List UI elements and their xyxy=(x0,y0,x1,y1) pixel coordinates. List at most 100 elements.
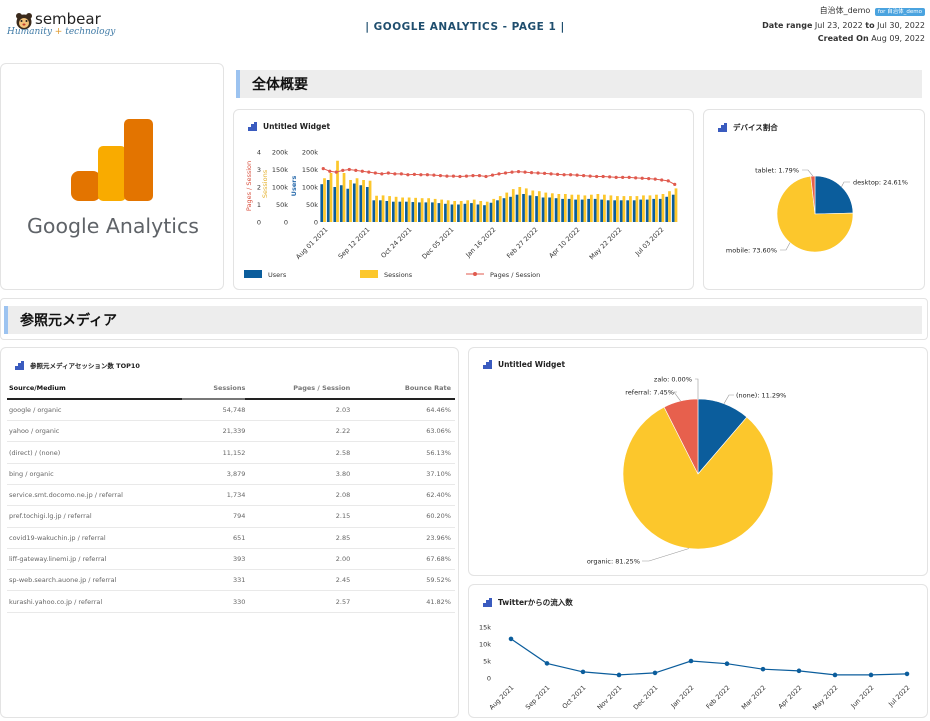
table-row[interactable]: covid19-wakuchin.jp / referral 651 2.85 23.… xyxy=(7,527,455,549)
pages-session-point xyxy=(406,173,410,177)
pages-session-point xyxy=(614,175,618,179)
cell-bounce-rate: 60.20% xyxy=(352,505,455,528)
sessions-bar xyxy=(544,192,548,222)
table-row[interactable]: liff-gateway.linemi.jp / referral 393 2.00… xyxy=(7,548,455,571)
pages-session-point xyxy=(458,174,462,179)
sessions-bar xyxy=(590,194,593,222)
sessions-bar xyxy=(498,196,502,222)
sessions-bar xyxy=(596,194,600,222)
table-row[interactable]: kurashi.yahoo.co.jp / referral 330 2.57 41.… xyxy=(7,590,455,613)
sessions-bar xyxy=(433,198,437,222)
x-tick-label: Sep 12 2021 xyxy=(337,226,372,261)
pages-session-point xyxy=(432,173,436,177)
x-tick-label: Nov 2021 xyxy=(596,684,624,712)
table-row[interactable]: yahoo / organic 21,339 2.22 63.06% xyxy=(7,420,455,443)
combo-widget-title: Untitled Widget xyxy=(263,122,331,131)
sessions-bar xyxy=(557,194,561,222)
table-header-row: Source/Medium Sessions Pages / Session B… xyxy=(7,378,455,401)
table-row[interactable]: google / organic 54,748 2.03 64.46% xyxy=(7,399,455,422)
sessions-bar xyxy=(329,173,333,222)
table-row[interactable]: bing / organic 3,879 3.80 37.10% xyxy=(7,463,455,485)
sessions-bar xyxy=(518,187,522,222)
users-bar xyxy=(665,196,669,222)
legend-label: Pages / Session xyxy=(490,271,540,279)
pages-session-point xyxy=(464,174,469,178)
pages-session-point xyxy=(555,172,560,176)
axis-sessions-tick: 150k xyxy=(272,166,288,174)
sessions-bar xyxy=(531,190,535,222)
sessions-bar xyxy=(537,191,541,222)
sessions-bar xyxy=(479,201,483,222)
cell-sessions: 54,748 xyxy=(181,399,246,422)
users-bar xyxy=(476,204,480,222)
sessions-bar xyxy=(401,197,404,222)
pages-session-point xyxy=(601,174,605,179)
users-bar xyxy=(437,203,441,222)
col-source-medium[interactable]: Source/Medium xyxy=(7,378,182,401)
y-tick-label: 5k xyxy=(483,658,491,666)
axis-pages-tick: 4 xyxy=(257,149,261,157)
sessions-bar xyxy=(355,178,359,222)
users-bar xyxy=(457,204,460,222)
cell-pages-session: 2.85 xyxy=(245,527,353,549)
axis-users-tick: 150k xyxy=(302,166,318,174)
pages-session-point xyxy=(634,176,638,180)
source-widget-header: Untitled Widget xyxy=(483,360,565,369)
users-bar xyxy=(418,202,421,222)
sessions-bar xyxy=(563,194,567,222)
cell-sessions: 21,339 xyxy=(181,420,246,443)
combo-chart-card: Untitled Widget 4 3 2 1 0 200k 150k 100k 50k 0 200… xyxy=(233,109,694,290)
users-bar xyxy=(450,204,454,222)
source-widget-title: Untitled Widget xyxy=(498,360,566,369)
users-bar xyxy=(431,202,434,222)
pie-label: zalo: 0.00% xyxy=(654,375,692,383)
col-pages-session[interactable]: Pages / Session xyxy=(245,378,353,401)
table-row[interactable]: pref.tochigi.lg.jp / referral 794 2.15 60.2… xyxy=(7,505,455,528)
users-bar xyxy=(470,203,473,222)
pages-session-point xyxy=(588,174,592,178)
sessions-bar xyxy=(661,194,665,222)
axis-users-tick: 200k xyxy=(302,149,318,157)
users-bar xyxy=(619,200,623,222)
legend-label: Sessions xyxy=(384,271,413,279)
cell-bounce-rate: 64.46% xyxy=(352,399,455,422)
pages-session-point xyxy=(360,169,364,173)
twitter-point xyxy=(652,670,658,676)
cell-bounce-rate: 67.68% xyxy=(352,548,455,571)
pages-session-point xyxy=(354,168,358,172)
pages-session-point xyxy=(666,179,670,183)
cell-sessions: 331 xyxy=(181,569,246,592)
axis-users-tick: 100k xyxy=(302,184,318,192)
y-tick-label: 15k xyxy=(479,624,491,632)
twitter-point xyxy=(832,672,838,678)
sessions-bar xyxy=(368,180,372,222)
sessions-bar xyxy=(375,195,378,222)
col-bounce-rate[interactable]: Bounce Rate xyxy=(352,378,455,401)
table-row[interactable]: service.smt.docomo.ne.jp / referral 1,734… xyxy=(7,484,455,507)
users-bar xyxy=(333,187,337,222)
bar-chart-icon xyxy=(718,123,727,132)
cell-pages-session: 2.00 xyxy=(245,548,353,571)
created-date: Aug 09, 2022 xyxy=(871,34,925,43)
sessions-bar xyxy=(648,195,652,222)
legend-swatch xyxy=(244,270,262,278)
table-row[interactable]: (direct) / (none) 11,152 2.58 56.13% xyxy=(7,441,455,464)
users-bar xyxy=(502,198,506,222)
sessions-bar xyxy=(524,188,528,222)
pages-session-point xyxy=(569,173,573,177)
users-bar xyxy=(489,202,493,222)
col-sessions[interactable]: Sessions xyxy=(181,378,246,401)
pages-session-point xyxy=(653,177,657,181)
x-tick-label: Oct 24 2021 xyxy=(379,226,413,260)
twitter-point xyxy=(760,666,766,672)
x-tick-label: Jul 03 2022 xyxy=(633,226,665,258)
cell-bounce-rate: 63.06% xyxy=(352,420,455,443)
sessions-bar xyxy=(616,196,619,222)
cell-bounce-rate: 56.13% xyxy=(352,441,455,464)
axis-sessions-label: Sessions xyxy=(261,169,269,198)
pie-leader-line xyxy=(642,548,690,562)
table-row[interactable]: sp-web.search.auone.jp / referral 331 2.45… xyxy=(7,569,455,592)
cell-sessions: 393 xyxy=(181,548,246,571)
cell-bounce-rate: 37.10% xyxy=(352,463,455,485)
sessions-bar xyxy=(655,194,658,222)
